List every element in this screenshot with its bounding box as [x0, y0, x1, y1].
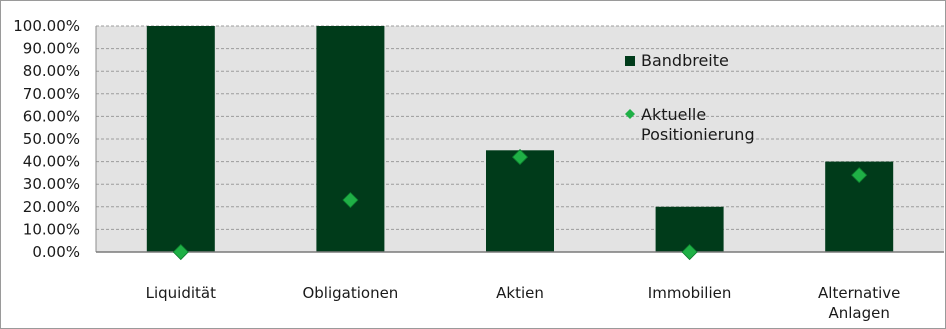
marker-point — [511, 149, 529, 166]
y-tick-label: 90.00% — [23, 40, 80, 58]
marker-point — [851, 167, 868, 184]
y-tick-label: 70.00% — [23, 85, 80, 103]
x-category-label: Anlagen — [829, 304, 890, 322]
y-tick-label: 30.00% — [23, 175, 80, 193]
x-category-label: Aktien — [496, 284, 544, 302]
y-tick-label: 80.00% — [23, 62, 80, 80]
y-tick-label: 10.00% — [23, 220, 80, 238]
legend-swatch — [625, 109, 635, 119]
y-tick-label: 100.00% — [13, 17, 80, 35]
y-tick-label: 60.00% — [23, 107, 80, 125]
x-category-label: Liquidität — [146, 284, 216, 302]
x-category-label: Obligationen — [302, 284, 398, 302]
bar — [146, 26, 215, 252]
marker-point — [681, 243, 698, 261]
legend-label: Bandbreite — [641, 51, 729, 70]
y-tick-label: 50.00% — [23, 130, 80, 148]
y-tick-label: 40.00% — [23, 153, 80, 171]
y-tick-label: 0.00% — [32, 243, 80, 261]
bar — [316, 26, 385, 252]
y-tick-label: 20.00% — [23, 198, 80, 216]
marker-point — [342, 191, 359, 209]
legend-label: Aktuelle — [641, 105, 706, 124]
legend-label: Positionierung — [641, 125, 755, 144]
bar — [486, 150, 554, 252]
x-category-label: Alternative — [818, 284, 900, 302]
legend-swatch — [625, 56, 635, 66]
marker-point — [172, 243, 189, 261]
x-category-label: Immobilien — [648, 284, 732, 302]
